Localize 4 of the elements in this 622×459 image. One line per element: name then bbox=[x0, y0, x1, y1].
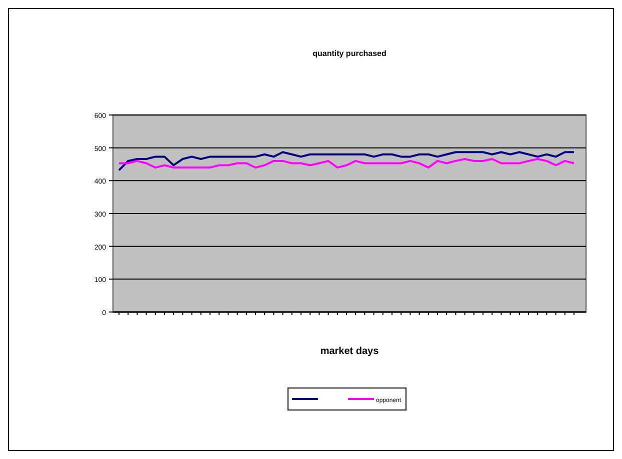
x-axis-title: market days bbox=[320, 346, 380, 357]
line-series bbox=[118, 158, 575, 169]
line-series bbox=[118, 151, 575, 172]
chart-title: quantity purchased bbox=[312, 49, 387, 58]
